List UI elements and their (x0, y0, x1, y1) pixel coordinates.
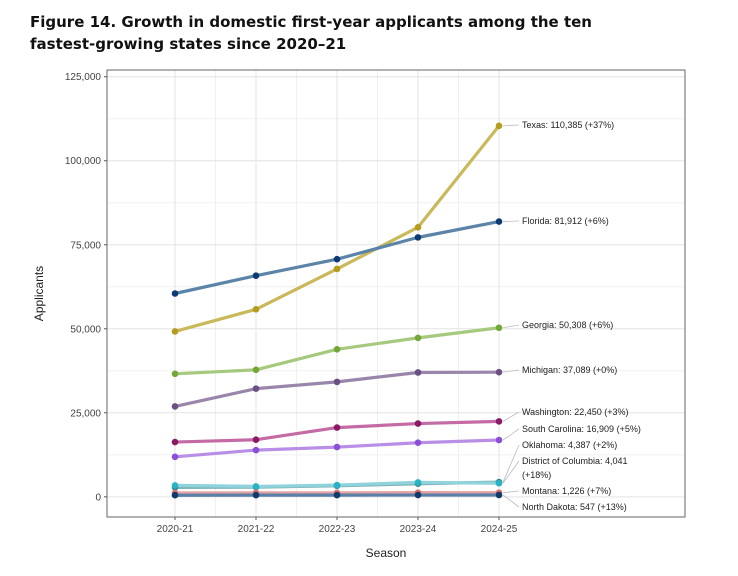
series-end-label: (+18%) (522, 470, 551, 480)
data-point (171, 290, 179, 297)
series-end-label: Georgia: 50,308 (+6%) (522, 320, 613, 330)
data-point (171, 370, 179, 378)
data-point (333, 255, 341, 263)
data-point (171, 482, 179, 489)
label-leader-line (502, 124, 520, 127)
series-end-label: Oklahoma: 4,387 (+2%) (522, 440, 617, 450)
y-tick-label: 50,000 (70, 324, 101, 335)
data-point (333, 443, 341, 451)
data-point (252, 483, 260, 490)
series-end-label: Michigan: 37,089 (+0%) (522, 365, 617, 375)
data-point (333, 378, 341, 386)
data-point (495, 368, 503, 376)
figure-title: Figure 14. Growth in domestic first-year… (30, 13, 592, 53)
data-point (171, 453, 179, 461)
data-point (495, 122, 503, 130)
data-point (495, 436, 503, 444)
data-point (414, 491, 422, 499)
label-leader-line (502, 490, 520, 494)
data-point (333, 424, 341, 431)
data-point (171, 403, 179, 410)
y-tick-label: 25,000 (70, 408, 101, 419)
data-point (252, 366, 260, 374)
data-point (333, 481, 341, 489)
data-point (495, 479, 503, 487)
x-tick-label: 2022-23 (319, 524, 356, 535)
data-point (495, 491, 503, 499)
series-end-label: South Carolina: 16,909 (+5%) (522, 424, 641, 434)
data-point (414, 234, 422, 241)
x-tick-label: 2023-24 (400, 524, 437, 535)
data-point (414, 334, 422, 342)
data-point (333, 265, 341, 273)
x-tick-label: 2021-22 (238, 524, 275, 535)
data-point (414, 439, 422, 447)
label-leader-line (502, 324, 520, 329)
data-point (495, 218, 503, 225)
data-point (252, 305, 260, 313)
x-tick-label: 2024-25 (481, 524, 518, 535)
data-point (495, 418, 503, 425)
x-tick-label: 2020-21 (157, 524, 194, 535)
series-end-label: North Dakota: 547 (+13%) (522, 502, 627, 512)
label-leader-line (502, 444, 520, 483)
label-leader-line (502, 460, 520, 484)
data-point (495, 324, 503, 332)
data-point (171, 491, 179, 499)
series-end-label: Texas: 110,385 (+37%) (522, 120, 614, 130)
data-point (414, 369, 422, 376)
y-axis-title: Applicants (32, 266, 46, 321)
data-point (171, 438, 179, 446)
data-point (333, 345, 341, 353)
series-end-label: Florida: 81,912 (+6%) (522, 216, 609, 226)
series-end-label: District of Columbia: 4,041 (522, 456, 628, 466)
data-point (333, 491, 341, 499)
label-leader-line (502, 369, 520, 373)
series-end-label: Washington: 22,450 (+3%) (522, 407, 628, 417)
label-leader-line (502, 428, 520, 441)
plot-frame (106, 69, 686, 518)
data-point (414, 479, 422, 486)
y-tick-label: 100,000 (65, 156, 102, 167)
y-tick-label: 125,000 (65, 72, 102, 83)
data-point (171, 328, 179, 335)
label-leader-line (502, 411, 520, 422)
data-point (252, 491, 260, 499)
data-point (252, 385, 260, 392)
data-point (414, 420, 422, 427)
label-leader-line (502, 220, 520, 222)
y-tick-label: 0 (95, 492, 101, 503)
series-end-label: Montana: 1,226 (+7%) (522, 486, 611, 496)
data-point (414, 223, 422, 231)
label-leader-line (502, 494, 520, 508)
data-point (252, 272, 260, 279)
y-tick-label: 75,000 (70, 240, 101, 251)
data-point (252, 446, 260, 454)
x-axis-title: Season (366, 546, 407, 560)
data-point (252, 436, 260, 443)
